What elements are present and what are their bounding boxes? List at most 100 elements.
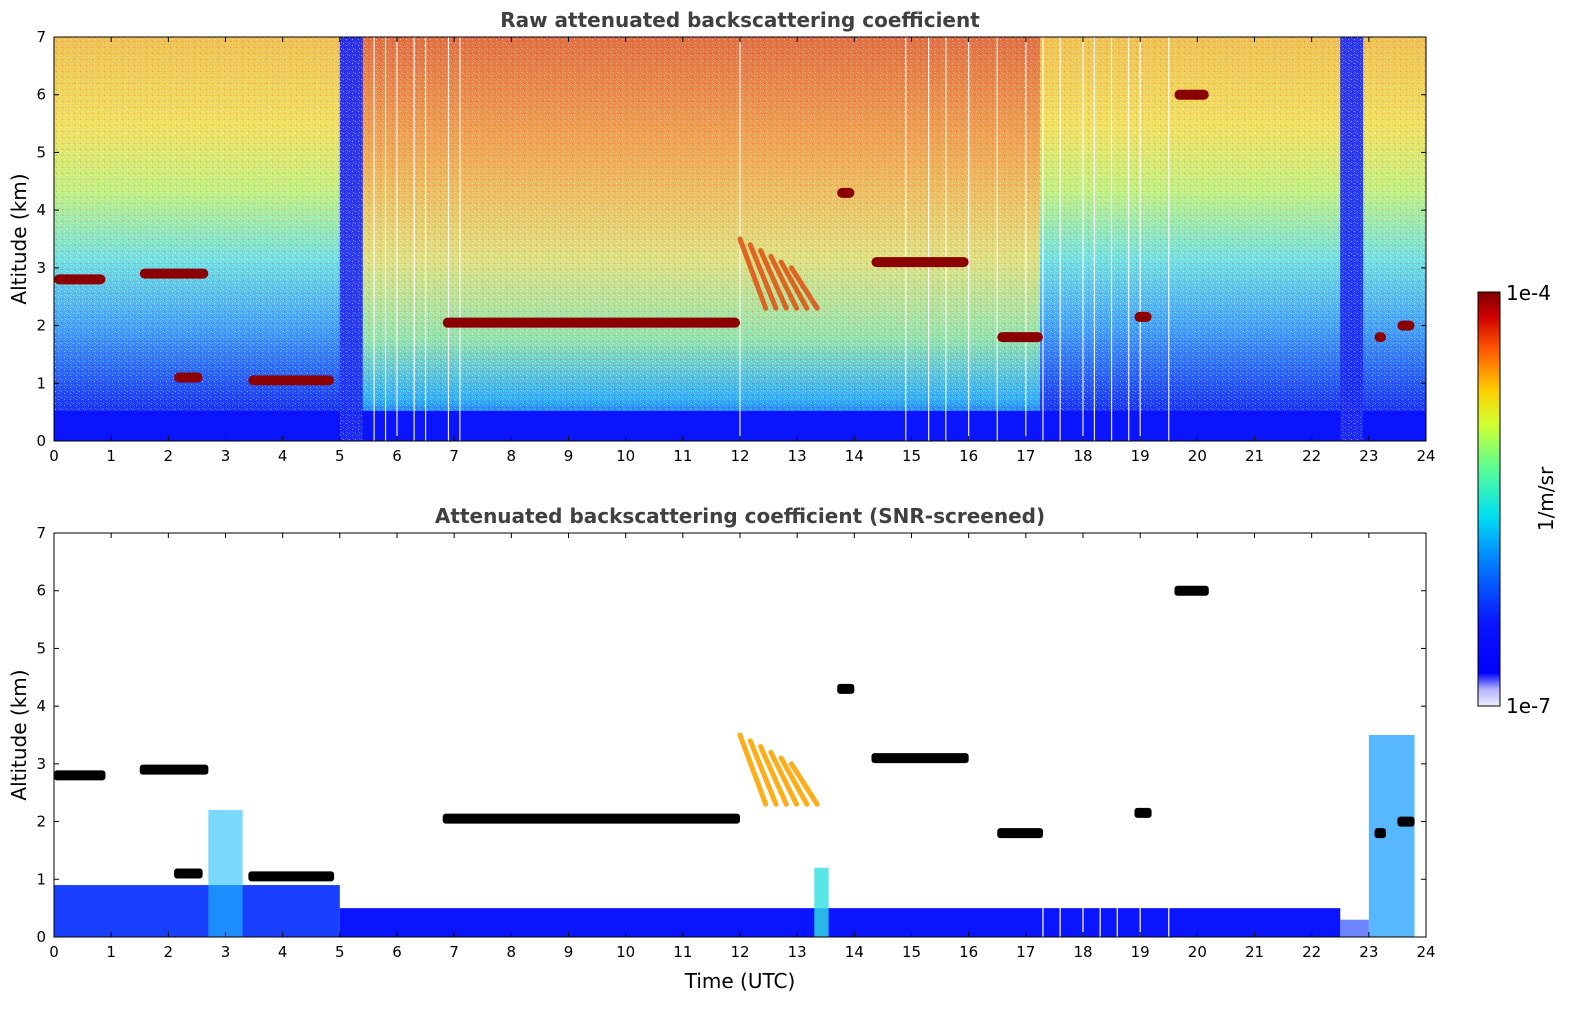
raw-xtick-label: 23 <box>1359 447 1378 465</box>
screened-xtick-label: 11 <box>673 943 692 961</box>
screened-xtick-label: 1 <box>106 943 116 961</box>
screened-xlabel: Time (UTC) <box>684 969 796 993</box>
screened-ylabel: Altitude (km) <box>7 669 31 800</box>
raw-low-signal-noise <box>339 37 363 441</box>
screened-fallstreak <box>778 755 810 807</box>
raw-ytick-label: 7 <box>36 28 46 46</box>
screened-cloud-layer <box>1397 816 1415 827</box>
raw-xtick-label: 4 <box>278 447 288 465</box>
screened-xtick-label: 8 <box>507 943 517 961</box>
screened-backscatter-panel: Attenuated backscattering coefficient (S… <box>7 504 1436 993</box>
raw-ytick-label: 3 <box>36 259 46 277</box>
screened-xtick-label: 19 <box>1131 943 1150 961</box>
raw-xtick-label: 24 <box>1416 447 1435 465</box>
screened-cloud-layer <box>442 813 740 824</box>
screened-fallstreak <box>747 738 779 807</box>
screened-cloud-layer <box>997 828 1043 839</box>
screened-fallstreak <box>758 744 789 807</box>
screened-xtick-label: 23 <box>1359 943 1378 961</box>
screened-fallstreak <box>788 761 820 807</box>
raw-backscatter-panel: Raw attenuated backscattering coefficien… <box>7 8 1436 465</box>
screened-xtick-label: 21 <box>1245 943 1264 961</box>
screened-ytick-label: 7 <box>36 524 46 542</box>
screened-boundary-layer <box>339 908 1341 937</box>
raw-xtick-label: 7 <box>449 447 459 465</box>
screened-xtick-label: 17 <box>1016 943 1035 961</box>
raw-xtick-label: 5 <box>335 447 345 465</box>
raw-xtick-label: 19 <box>1131 447 1150 465</box>
raw-fallstreak <box>778 259 810 311</box>
screened-cloud-layer <box>1134 807 1152 818</box>
raw-xtick-label: 2 <box>164 447 174 465</box>
raw-cloud-layer <box>139 268 209 279</box>
raw-ytick-label: 2 <box>36 317 46 335</box>
raw-ytick-label: 6 <box>36 86 46 104</box>
screened-xtick-label: 15 <box>902 943 921 961</box>
screened-xtick-label: 3 <box>221 943 231 961</box>
raw-ytick-label: 4 <box>36 201 46 219</box>
raw-cloud-layer <box>871 257 969 268</box>
colorbar-unit-label: 1/m/sr <box>1534 466 1558 531</box>
raw-cloud-layer <box>174 372 203 383</box>
raw-xtick-label: 0 <box>49 447 59 465</box>
raw-xtick-label: 10 <box>616 447 635 465</box>
screened-title: Attenuated backscattering coefficient (S… <box>435 504 1045 528</box>
raw-heatmap <box>54 37 1426 441</box>
screened-xtick-label: 22 <box>1302 943 1321 961</box>
screened-xtick-label: 10 <box>616 943 635 961</box>
screened-cloud-layer <box>1374 828 1386 839</box>
screened-xtick-label: 18 <box>1073 943 1092 961</box>
raw-cloud-layer <box>837 187 855 198</box>
raw-xtick-label: 16 <box>959 447 978 465</box>
raw-xtick-label: 8 <box>507 447 517 465</box>
raw-xtick-label: 13 <box>788 447 807 465</box>
screened-heatmap <box>54 533 1426 937</box>
raw-xtick-label: 9 <box>564 447 574 465</box>
screened-xtick-label: 7 <box>449 943 459 961</box>
screened-xtick-label: 16 <box>959 943 978 961</box>
screened-ytick-label: 6 <box>36 582 46 600</box>
raw-ytick-label: 1 <box>36 374 46 392</box>
raw-xtick-label: 22 <box>1302 447 1321 465</box>
raw-fallstreak <box>737 236 769 311</box>
raw-cloud-layer <box>1374 332 1386 343</box>
screened-xtick-label: 20 <box>1188 943 1207 961</box>
raw-xtick-label: 14 <box>845 447 864 465</box>
raw-cloud-layer <box>1134 311 1152 322</box>
screened-ytick-label: 4 <box>36 697 46 715</box>
screened-fallstreak <box>737 732 769 807</box>
screened-boundary-layer <box>54 885 340 937</box>
raw-xtick-label: 6 <box>392 447 402 465</box>
raw-xtick-label: 18 <box>1073 447 1092 465</box>
raw-cloud-layer <box>1397 320 1415 331</box>
raw-ytick-label: 0 <box>36 432 46 450</box>
raw-xtick-label: 12 <box>730 447 749 465</box>
screened-xtick-label: 4 <box>278 943 288 961</box>
screened-xtick-label: 9 <box>564 943 574 961</box>
screened-boundary-layer <box>1340 919 1369 937</box>
screened-ytick-label: 2 <box>36 813 46 831</box>
raw-cloud-layer <box>54 274 106 285</box>
screened-xtick-label: 2 <box>164 943 174 961</box>
raw-fallstreak <box>788 265 820 311</box>
raw-cloud-layer <box>442 317 740 328</box>
raw-fallstreak <box>758 248 789 311</box>
screened-xtick-label: 24 <box>1416 943 1435 961</box>
raw-ytick-label: 5 <box>36 143 46 161</box>
screened-convective-plume <box>208 810 243 937</box>
raw-fallstreak <box>747 242 779 311</box>
screened-cloud-layer <box>837 683 855 694</box>
screened-ytick-label: 5 <box>36 639 46 657</box>
screened-convective-plume <box>814 867 829 937</box>
raw-title: Raw attenuated backscattering coefficien… <box>500 8 980 32</box>
raw-fallstreak <box>768 253 800 311</box>
raw-ylabel: Altitude (km) <box>7 173 31 304</box>
screened-cloud-layer <box>248 871 335 882</box>
raw-xtick-label: 11 <box>673 447 692 465</box>
raw-xtick-label: 21 <box>1245 447 1264 465</box>
screened-xtick-label: 0 <box>49 943 59 961</box>
raw-xtick-label: 1 <box>106 447 116 465</box>
colorbar-bar <box>1477 291 1501 707</box>
screened-fallstreak <box>768 749 800 807</box>
